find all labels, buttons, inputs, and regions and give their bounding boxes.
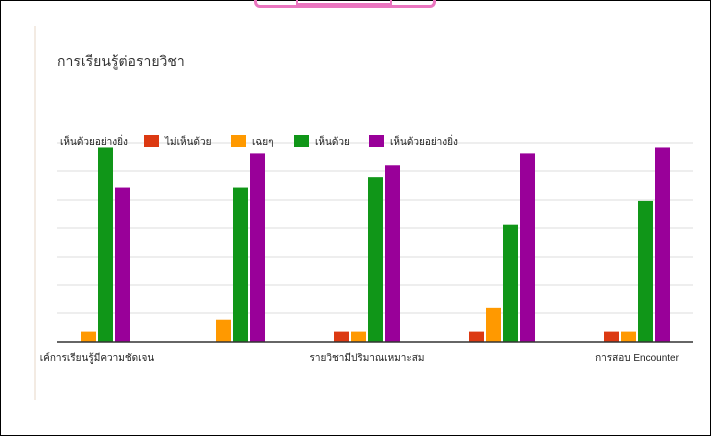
legend: เห็นด้วยอย่างยิ่ง ไม่เห็นด้วย เฉยๆ เห็นด้ว…	[60, 134, 458, 148]
bar-3-3	[520, 153, 535, 342]
bar-2-0	[334, 331, 349, 342]
bar-1-2	[233, 187, 248, 342]
bar-4-1	[621, 331, 636, 342]
bar-4-3	[655, 147, 670, 342]
x-tick-label-4: การสอบ Encounter	[595, 353, 680, 364]
bar-0-3	[115, 187, 130, 342]
legend-swatch-1	[231, 135, 246, 147]
bar-2-3	[385, 165, 400, 342]
bar-3-1	[486, 307, 501, 342]
bar-1-3	[250, 153, 265, 342]
x-axis-labels: เค์การเรียนรู้มีความชัดเจน รายวิชามีปริมา…	[40, 352, 680, 364]
bar-2-1	[351, 331, 366, 342]
bar-0-2	[98, 147, 113, 342]
bar-0-1	[81, 331, 96, 342]
x-tick-label-2: รายวิชามีปริมาณเหมาะสม	[310, 352, 425, 364]
chart-title: การเรียนรู้ต่อรายวิชา	[57, 53, 185, 69]
legend-label-1: เฉยๆ	[252, 137, 273, 148]
legend-label-2: เห็นด้วย	[315, 134, 350, 148]
bars	[81, 147, 670, 342]
top-decoration-inner	[296, 0, 392, 5]
bar-3-0	[469, 331, 484, 342]
top-decoration	[254, 0, 436, 8]
card-left-accent	[34, 26, 36, 400]
bar-1-1	[216, 319, 231, 342]
legend-label-0: ไม่เห็นด้วย	[164, 134, 211, 148]
x-tick-label-0: เค์การเรียนรู้มีความชัดเจน	[40, 352, 155, 364]
legend-label-3: เห็นด้วยอย่างยิ่ง	[390, 134, 458, 148]
bar-4-0	[604, 331, 619, 342]
legend-swatch-3	[369, 135, 384, 147]
bar-2-2	[368, 177, 383, 342]
legend-swatch-2	[294, 135, 309, 147]
bar-4-2	[638, 200, 653, 342]
bar-3-2	[503, 224, 518, 342]
legend-title: เห็นด้วยอย่างยิ่ง	[60, 134, 128, 148]
legend-swatch-0	[144, 135, 159, 147]
